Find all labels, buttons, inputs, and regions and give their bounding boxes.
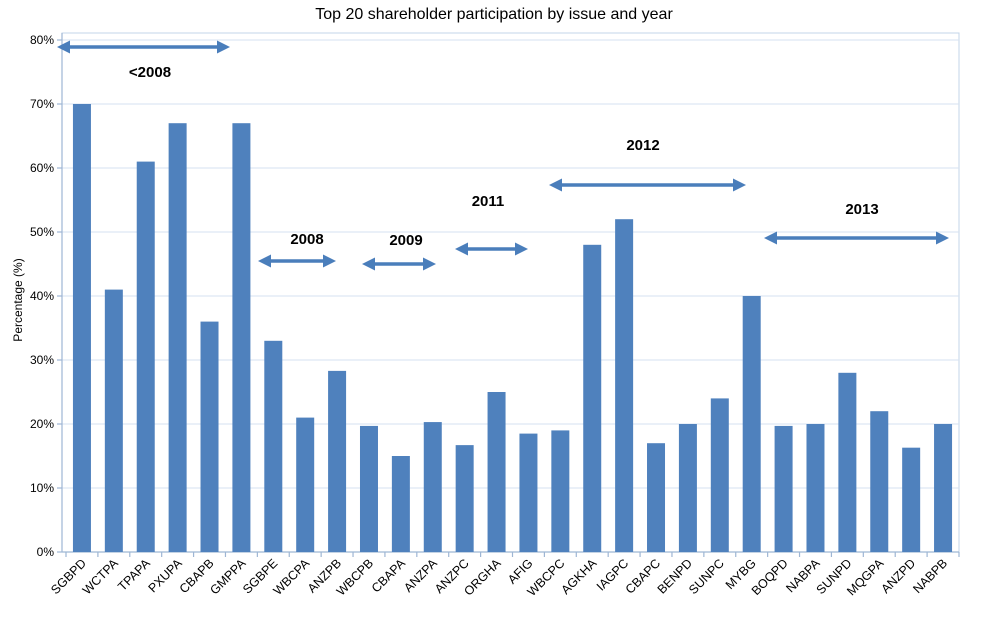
bar-SGBPD xyxy=(72,104,91,552)
bar-ORGHA xyxy=(487,392,506,552)
annotations: <2008 2008 2009 2011 2012 2013 xyxy=(57,40,949,271)
bar-TPAPA xyxy=(136,161,155,552)
annotation-label-2009: 2009 xyxy=(389,232,422,249)
y-tick-label: 70% xyxy=(30,97,54,111)
annotation-label-2011: 2011 xyxy=(472,193,505,210)
bar-GMPPA xyxy=(232,123,251,552)
arrowhead-left-icon xyxy=(455,242,468,256)
arrowhead-right-icon xyxy=(423,257,436,271)
chart-title: Top 20 shareholder participation by issu… xyxy=(315,6,673,23)
bar-CBAPC xyxy=(647,443,666,552)
arrowhead-left-icon xyxy=(258,254,271,268)
bar-BOQPD xyxy=(774,425,793,552)
arrowhead-left-icon xyxy=(362,257,375,271)
y-tick-label: 0% xyxy=(37,545,55,559)
bar-MYBG xyxy=(742,296,761,552)
y-tick-label: 10% xyxy=(30,481,54,495)
bar-IAGPC xyxy=(615,219,634,552)
arrowhead-left-icon xyxy=(549,178,562,192)
y-tick-label: 40% xyxy=(30,289,54,303)
bar-SUNPD xyxy=(838,372,857,552)
arrowhead-right-icon xyxy=(936,231,949,245)
annotation-label-2008: 2008 xyxy=(290,231,323,248)
y-tick-label: 30% xyxy=(30,353,54,367)
bar-NABPA xyxy=(806,424,825,552)
x-label-AGKHA: AGKHA xyxy=(559,556,600,597)
bar-ANZPC xyxy=(455,445,474,552)
bar-MQGPA xyxy=(870,411,889,552)
arrowhead-right-icon xyxy=(217,40,230,54)
arrowhead-right-icon xyxy=(323,254,336,268)
y-tick-label: 60% xyxy=(30,161,54,175)
x-label-GMPPA: GMPPA xyxy=(207,556,249,598)
bar-SUNPC xyxy=(710,398,729,552)
annotation-label-2012: 2012 xyxy=(626,137,659,154)
x-label-MQGPA: MQGPA xyxy=(844,556,887,599)
bar-ANZPB xyxy=(328,370,347,552)
x-axis-labels: SGBPDWCTPATPAPAPXUPACBAPBGMPPASGBPEWBCPA… xyxy=(48,556,950,599)
gridlines xyxy=(62,39,959,489)
x-label-WCTPA: WCTPA xyxy=(80,556,122,598)
bar-WBCPC xyxy=(551,430,570,552)
arrowhead-left-icon xyxy=(764,231,777,245)
bar-WBCPB xyxy=(359,425,378,552)
x-label-SUNPC: SUNPC xyxy=(686,556,727,597)
x-label-ANZPD: ANZPD xyxy=(878,556,918,596)
bar-WCTPA xyxy=(104,289,123,552)
bar-CBAPA xyxy=(391,456,410,552)
y-tick-label: 20% xyxy=(30,417,54,431)
bar-SGBPE xyxy=(264,340,283,552)
x-label-NABPB: NABPB xyxy=(910,556,950,596)
y-tick-label: 50% xyxy=(30,225,54,239)
arrowhead-right-icon xyxy=(733,178,746,192)
arrowhead-right-icon xyxy=(515,242,528,256)
y-axis-ticks: 0% 10% 20% 30% 40% 50% 60% 70% 80% xyxy=(30,33,62,559)
annotation-label-lt2008: <2008 xyxy=(129,64,171,81)
bars xyxy=(72,104,953,553)
bar-ANZPD xyxy=(902,447,921,552)
bar-WBCPA xyxy=(296,417,315,552)
x-label-WBCPA: WBCPA xyxy=(271,556,313,598)
x-label-CBAPC: CBAPC xyxy=(623,556,663,596)
bar-PXUPA xyxy=(168,123,187,552)
y-tick-label: 80% xyxy=(30,33,54,47)
bar-BENPD xyxy=(678,424,697,552)
y-axis-title: Percentage (%) xyxy=(11,258,25,341)
bar-CBAPB xyxy=(200,321,219,552)
bar-ANZPA xyxy=(423,422,442,552)
x-axis-ticks xyxy=(65,552,960,557)
bar-AFIG xyxy=(519,433,538,552)
bar-AGKHA xyxy=(583,244,602,553)
x-label-CBAPA: CBAPA xyxy=(369,556,409,596)
annotation-label-2013: 2013 xyxy=(845,201,878,218)
bar-NABPB xyxy=(934,424,953,552)
arrowhead-left-icon xyxy=(57,40,70,54)
